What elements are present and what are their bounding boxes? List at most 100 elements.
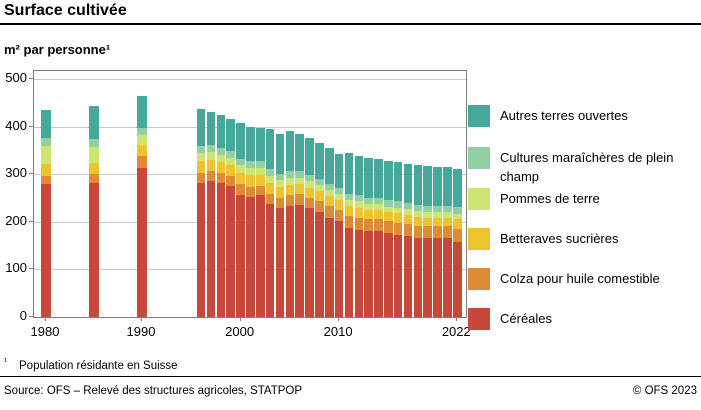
bar-segment-2002 bbox=[256, 167, 265, 175]
plot-area bbox=[33, 70, 467, 318]
bar-segment-1999 bbox=[226, 157, 236, 166]
bar-segment-2008 bbox=[315, 185, 324, 192]
bar-segment-2003 bbox=[265, 193, 275, 204]
y-axis-unit-label: m² par personne¹ bbox=[4, 42, 111, 57]
bar-segment-2012 bbox=[354, 201, 364, 208]
bar-segment-2020 bbox=[433, 226, 442, 238]
bar-segment-2018 bbox=[413, 216, 423, 226]
bar-segment-1985 bbox=[89, 106, 99, 139]
bar-segment-2007 bbox=[305, 175, 314, 182]
bar-segment-2013 bbox=[364, 198, 373, 205]
bar-segment-2011 bbox=[344, 228, 354, 317]
bar-segment-2015 bbox=[384, 221, 393, 234]
bar-segment-1999 bbox=[226, 165, 236, 176]
y-axis-label-0: 0 bbox=[19, 308, 27, 323]
bar-segment-1985 bbox=[89, 183, 99, 317]
bar-segment-2014 bbox=[374, 230, 383, 317]
bar-segment-2022 bbox=[453, 207, 462, 214]
bar-segment-2011 bbox=[344, 153, 354, 194]
bar-segment-1996 bbox=[196, 183, 206, 317]
bar-segment-1998 bbox=[216, 162, 226, 174]
y-axis-label-500: 500 bbox=[5, 70, 27, 85]
source-text: Source: OFS – Relevé des structures agri… bbox=[4, 385, 303, 397]
bar-segment-2013 bbox=[364, 209, 373, 220]
bar-segment-2020 bbox=[433, 211, 442, 218]
y-axis-tick bbox=[29, 78, 33, 79]
bar-segment-2008 bbox=[315, 211, 324, 317]
legend-item: Betteraves sucrières bbox=[468, 228, 683, 250]
bar-segment-2001 bbox=[246, 161, 255, 169]
bar-segment-2004 bbox=[275, 173, 285, 181]
bar-segment-2002 bbox=[256, 160, 265, 168]
bar-segment-2009 bbox=[324, 217, 334, 317]
bar-segment-2016 bbox=[393, 207, 403, 214]
bar-segment-2011 bbox=[344, 199, 354, 207]
bar-segment-2005 bbox=[285, 171, 295, 179]
legend-label: Betteraves sucrières bbox=[500, 231, 619, 246]
bar-segment-2009 bbox=[324, 148, 334, 184]
y-axis-tick bbox=[29, 125, 33, 127]
bar-segment-2011 bbox=[344, 193, 354, 200]
legend-label: Autres terres ouvertes bbox=[500, 108, 628, 123]
bar-segment-2010 bbox=[334, 188, 344, 195]
bar-segment-2014 bbox=[374, 218, 383, 231]
bar-segment-2007 bbox=[305, 208, 314, 317]
bar-segment-1990 bbox=[137, 95, 147, 129]
bar-segment-2022 bbox=[453, 228, 462, 242]
bar-segment-2001 bbox=[246, 196, 255, 317]
x-axis-label-2010: 2010 bbox=[323, 324, 353, 339]
bar-segment-1990 bbox=[137, 145, 147, 157]
bar-segment-2017 bbox=[403, 236, 413, 317]
bar-segment-2004 bbox=[275, 207, 285, 317]
bar-segment-2003 bbox=[265, 129, 275, 169]
bar-segment-2019 bbox=[423, 217, 433, 227]
y-axis-label-300: 300 bbox=[5, 165, 27, 181]
bar-segment-2001 bbox=[246, 175, 255, 187]
legend-swatch bbox=[468, 268, 490, 290]
bar-segment-2006 bbox=[295, 194, 304, 205]
bar-segment-2014 bbox=[374, 198, 383, 205]
bar-segment-2019 bbox=[423, 211, 433, 218]
bar-segment-2010 bbox=[334, 200, 344, 210]
bar-segment-1997 bbox=[206, 180, 216, 317]
gridline-y500 bbox=[34, 79, 466, 80]
bar-segment-2005 bbox=[285, 131, 295, 172]
bar-segment-2004 bbox=[275, 197, 285, 208]
bar-segment-2007 bbox=[305, 187, 314, 198]
bar-segment-2000 bbox=[236, 158, 245, 166]
bar-segment-2008 bbox=[315, 178, 324, 186]
bar-segment-2013 bbox=[364, 219, 373, 232]
bar-segment-2010 bbox=[334, 194, 344, 201]
bar-segment-2009 bbox=[324, 189, 334, 197]
bar-segment-2006 bbox=[295, 184, 304, 195]
bar-segment-2000 bbox=[236, 194, 245, 317]
bar-segment-2012 bbox=[354, 155, 364, 196]
legend-swatch bbox=[468, 105, 490, 127]
bar-segment-2019 bbox=[423, 165, 433, 206]
bar-segment-1985 bbox=[89, 163, 99, 174]
bar-segment-2004 bbox=[275, 187, 285, 198]
legend-label: Colza pour huile comestible bbox=[500, 271, 660, 286]
bar-segment-2000 bbox=[236, 184, 245, 195]
bar-segment-2007 bbox=[305, 138, 314, 176]
title-rule bbox=[0, 23, 701, 25]
bar-segment-2002 bbox=[256, 127, 265, 161]
x-axis-tick bbox=[239, 317, 241, 321]
bar-segment-2018 bbox=[413, 204, 423, 211]
bar-segment-2017 bbox=[403, 164, 413, 203]
bar-segment-1997 bbox=[206, 159, 216, 172]
bar-segment-2009 bbox=[324, 196, 334, 207]
bar-segment-1998 bbox=[216, 115, 226, 149]
bar-segment-2018 bbox=[413, 210, 423, 217]
bar-segment-2006 bbox=[295, 204, 304, 317]
bar-segment-1980 bbox=[41, 175, 51, 184]
bar-segment-2021 bbox=[443, 211, 452, 218]
bar-segment-2010 bbox=[334, 221, 344, 317]
x-axis-label-2000: 2000 bbox=[225, 324, 255, 339]
bar-segment-2015 bbox=[384, 161, 393, 201]
bar-segment-2017 bbox=[403, 202, 413, 209]
bar-segment-2013 bbox=[364, 158, 373, 198]
footnote-marker: ¹ bbox=[4, 356, 7, 366]
bar-segment-2016 bbox=[393, 222, 403, 235]
